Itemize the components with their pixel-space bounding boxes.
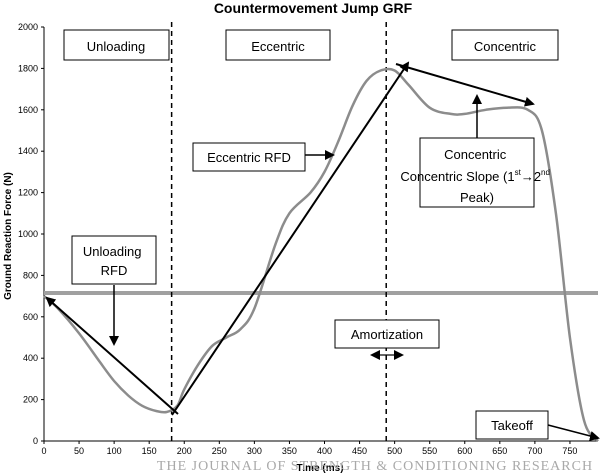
phase-box-eccentric: Eccentric: [225, 29, 331, 61]
x-tick-label: 250: [212, 446, 227, 456]
y-axis-label: Ground Reaction Force (N): [3, 172, 14, 300]
concentric-slope-arrow: [395, 63, 535, 107]
takeoff-pointer: [547, 424, 600, 441]
x-axis-ticks: 0 50 100 150 200 250 300 350 400 450 500 550 600 650 7…: [41, 441, 577, 456]
eccentric-rfd-annotation: Eccentric RFD: [192, 142, 335, 172]
y-tick-label: 400: [23, 353, 38, 363]
phase-label-unloading: Unloading: [87, 39, 146, 54]
x-tick-label: 100: [107, 446, 122, 456]
x-tick-label: 650: [492, 446, 507, 456]
y-tick-label: 1200: [18, 188, 38, 198]
x-tick-label: 150: [142, 446, 157, 456]
journal-watermark: THE JOURNAL OF STRENGTH & CONDITIONING R…: [157, 459, 593, 474]
phase-box-unloading: Unloading: [63, 29, 170, 61]
chart-title: Countermovement Jump GRF: [214, 0, 413, 16]
x-tick-label: 700: [527, 446, 542, 456]
y-tick-label: 1000: [18, 229, 38, 239]
grf-series-line: [43, 67, 600, 442]
x-tick-label: 600: [457, 446, 472, 456]
x-tick-label: 200: [177, 446, 192, 456]
x-tick-label: 750: [562, 446, 577, 456]
x-axis-label: Time (ms): [296, 463, 343, 474]
eccentric-slope-arrow: [171, 61, 410, 416]
x-tick-label: 50: [74, 446, 84, 456]
y-tick-label: 0: [33, 436, 38, 446]
x-tick-label: 350: [282, 446, 297, 456]
y-tick-label: 200: [23, 395, 38, 405]
x-tick-label: 400: [317, 446, 332, 456]
eccentric-rfd-label: Eccentric RFD: [207, 150, 291, 165]
y-tick-label: 1400: [18, 146, 38, 156]
unloading-rfd-annotation: Unloading RFD: [71, 235, 157, 346]
unloading-slope-arrow: [45, 296, 179, 415]
x-tick-label: 500: [387, 446, 402, 456]
amortization-label: Amortization: [351, 327, 423, 342]
y-axis-ticks: 0 200 400 600 800 1000 1200 1400 1600 1800 2000: [18, 22, 44, 446]
takeoff-label: Takeoff: [491, 418, 533, 433]
concentric-slope-label: Concentric Concentric Slope (1st→2nd Pea…: [400, 147, 553, 205]
x-tick-label: 550: [422, 446, 437, 456]
y-tick-label: 800: [23, 270, 38, 280]
concentric-slope-annotation: Concentric Concentric Slope (1st→2nd Pea…: [400, 94, 553, 208]
phase-box-concentric: Concentric: [451, 29, 559, 61]
unloading-rfd-label: Unloading RFD: [83, 244, 145, 278]
x-tick-label: 450: [352, 446, 367, 456]
phase-label-eccentric: Eccentric: [251, 39, 305, 54]
amortization-annotation: Amortization: [334, 319, 440, 360]
phase-label-concentric: Concentric: [474, 39, 537, 54]
x-tick-label: 0: [41, 446, 46, 456]
y-tick-label: 1800: [18, 63, 38, 73]
takeoff-annotation: Takeoff: [475, 410, 600, 441]
y-tick-label: 1600: [18, 105, 38, 115]
x-tick-label: 300: [247, 446, 262, 456]
y-tick-label: 600: [23, 312, 38, 322]
y-tick-label: 2000: [18, 22, 38, 32]
